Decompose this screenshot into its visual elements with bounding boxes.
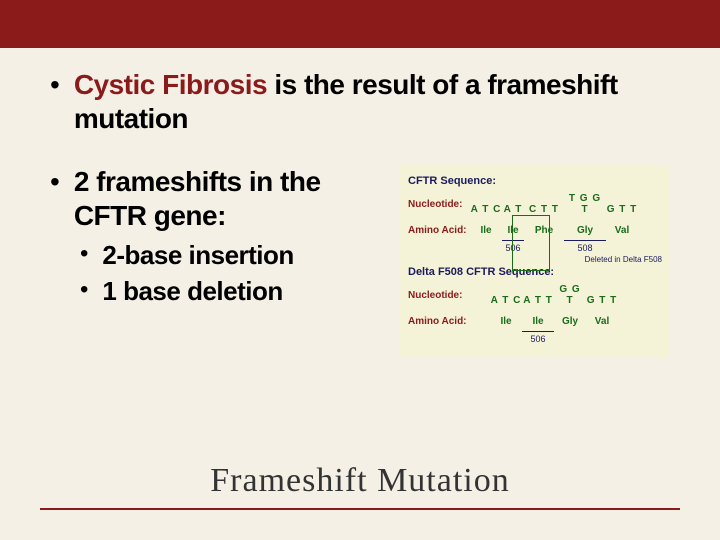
nucleotide-label: Nucleotide: (408, 290, 470, 301)
bullet-dot-icon: • (80, 240, 88, 269)
bullet-1-text: Cystic Fibrosis is the result of a frame… (74, 68, 670, 135)
sequence-diagram: CFTR Sequence: Nucleotide: A T CA TC T T… (400, 165, 670, 358)
header-bar (0, 0, 720, 48)
seq1-nuc-data: A T CA TC T TT G G TG T T (470, 193, 638, 215)
slide-content: • Cystic Fibrosis is the result of a fra… (0, 48, 720, 358)
bullet-2a: • 2-base insertion (80, 240, 400, 271)
slide-title-section: Frameshift Mutation (0, 462, 720, 510)
seq1-nucleotide-row: Nucleotide: A T CA TC T TT G G TG T T (408, 193, 662, 215)
bullet-2b: • 1 base deletion (80, 276, 400, 307)
bullet-dot-icon: • (50, 68, 60, 102)
seq2-nuc-data: A T CA T TG G TG T T (490, 284, 618, 306)
seq1-aa-data: IleIlePheGlyVal (470, 225, 638, 236)
bullet-2-text: 2 frameshifts in the CFTR gene: (74, 165, 400, 232)
seq1-block: Nucleotide: A T CA TC T TT G G TG T T Am… (408, 193, 662, 253)
amino-acid-label: Amino Acid: (408, 225, 470, 236)
seq-title-1: CFTR Sequence: (408, 175, 662, 187)
title-underline (40, 508, 680, 510)
seq2-aa-data: IleIleGlyVal (490, 316, 618, 327)
right-column: CFTR Sequence: Nucleotide: A T CA TC T T… (400, 165, 670, 358)
seq1-aa-row: Amino Acid: IleIlePheGlyVal (408, 225, 662, 236)
content-row: • 2 frameshifts in the CFTR gene: • 2-ba… (50, 165, 670, 358)
slide-title: Frameshift Mutation (0, 462, 720, 500)
nucleotide-label: Nucleotide: (408, 199, 470, 210)
seq-title-2: Delta F508 CFTR Sequence: (408, 266, 662, 278)
highlight-term: Cystic Fibrosis (74, 69, 267, 100)
seq1-num-row: 506508 (470, 242, 662, 253)
seq2-num-row: 506 (490, 333, 662, 344)
seq2-nucleotide-row: Nucleotide: A T CA T TG G TG T T (408, 284, 662, 306)
amino-acid-label: Amino Acid: (408, 316, 470, 327)
bullet-1: • Cystic Fibrosis is the result of a fra… (50, 68, 670, 135)
bullet-dot-icon: • (80, 276, 88, 305)
bullet-2a-text: 2-base insertion (102, 240, 293, 271)
deleted-note: Deleted in Delta F508 (408, 255, 662, 264)
bullet-2: • 2 frameshifts in the CFTR gene: (50, 165, 400, 232)
left-column: • 2 frameshifts in the CFTR gene: • 2-ba… (50, 165, 400, 311)
seq2-aa-row: Amino Acid: IleIleGlyVal (408, 316, 662, 327)
bullet-2b-text: 1 base deletion (102, 276, 282, 307)
bullet-dot-icon: • (50, 165, 60, 199)
